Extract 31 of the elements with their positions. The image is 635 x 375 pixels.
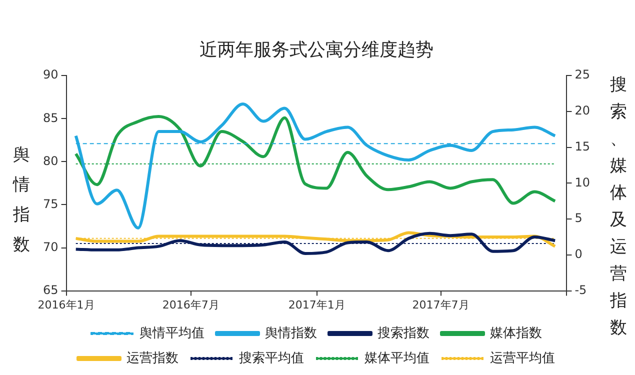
legend-label: 舆情平均值	[140, 326, 204, 341]
y2-tick-label: 25	[574, 68, 590, 82]
legend-label: 媒体指数	[490, 326, 542, 341]
y-tick-label: 70	[42, 240, 58, 254]
x-tick-label: 2016年1月	[38, 298, 95, 312]
y-axis-title: 舆情指数	[13, 144, 30, 257]
x-tick-label: 2017年7月	[412, 298, 470, 312]
legend-label: 搜索指数	[378, 326, 430, 341]
y2-tick-label: 20	[574, 104, 590, 118]
chart-title: 近两年服务式公寓分维度趋势	[200, 39, 434, 60]
line-series	[74, 232, 557, 255]
y-tick-label: 75	[42, 196, 58, 211]
y2-tick-label: -5	[574, 282, 587, 297]
y2-tick-label: 0	[574, 247, 582, 262]
y2-tick-label: 5	[574, 211, 582, 226]
y-tick-label: 65	[42, 282, 58, 297]
line-series	[74, 102, 557, 230]
y-tick-label: 85	[42, 110, 58, 125]
legend-label: 舆情指数	[265, 326, 317, 341]
legend-label: 运营平均值	[490, 350, 555, 366]
text: 搜索、媒体及运营指数	[610, 75, 627, 338]
legend-label: 运营指数	[126, 350, 178, 366]
legend-label: 媒体平均值	[364, 350, 430, 366]
y2-tick-label: 10	[574, 175, 590, 190]
legend-label: 搜索平均值	[239, 350, 304, 366]
line-series	[74, 114, 557, 205]
y2-tick-label: 15	[574, 139, 590, 154]
x-tick-label: 2017年1月	[288, 298, 346, 312]
y-tick-label: 90	[42, 68, 58, 82]
x-tick-label: 2016年7月	[162, 298, 220, 312]
y-tick-label: 80	[42, 154, 58, 168]
